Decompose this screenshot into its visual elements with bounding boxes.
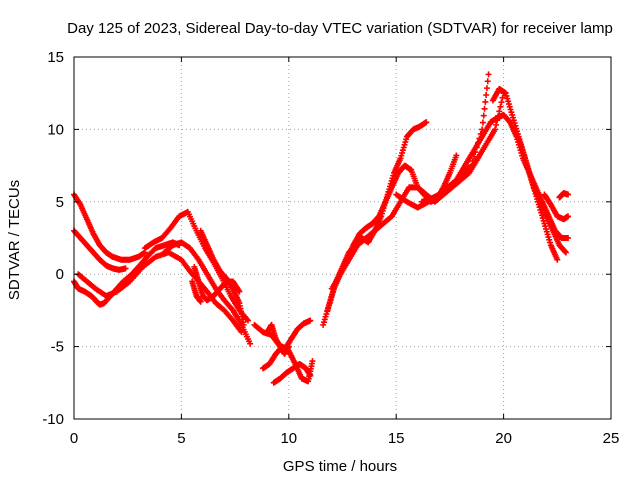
data-series-arc-8: [189, 278, 204, 305]
x-tick-label: 15: [388, 430, 405, 447]
y-axis-label: SDTVAR / TECUs: [6, 180, 23, 300]
data-point: [285, 343, 292, 350]
data-point: [562, 249, 569, 256]
data-point: [423, 119, 430, 126]
data-series-arc-16: [328, 90, 507, 292]
data-point: [244, 317, 251, 324]
data-series-arc-9: [197, 227, 247, 328]
data-series-arc-20: [511, 126, 569, 256]
data-point: [497, 103, 504, 110]
data-point: [498, 99, 505, 106]
y-tick-label: 0: [56, 266, 64, 283]
data-series-arc-13: [270, 360, 314, 386]
data-series-arc-18: [418, 111, 572, 241]
data-point: [562, 248, 569, 255]
data-point: [485, 71, 492, 78]
data-series-arc-6: [161, 239, 254, 347]
data-point: [496, 108, 503, 115]
plot-frame: [73, 56, 612, 420]
data-series-arc-12: [264, 321, 292, 357]
y-tick-label: -5: [51, 339, 64, 356]
tick-layer: 0 5 10 15 20 25 -10 -5 0 5 10 15: [42, 49, 619, 447]
y-tick-label: 10: [47, 121, 64, 138]
data-point: [307, 372, 314, 379]
data-point: [565, 213, 572, 220]
data-point: [565, 191, 572, 198]
data-point: [499, 94, 506, 101]
x-tick-label: 10: [280, 430, 297, 447]
data-point: [469, 158, 476, 165]
x-axis-label: GPS time / hours: [283, 458, 397, 475]
x-tick-label: 25: [603, 430, 620, 447]
data-series-arc-1: [71, 191, 148, 263]
data-point: [453, 152, 460, 159]
data-point: [484, 78, 491, 85]
y-tick-label: 15: [47, 49, 64, 66]
data-point: [565, 235, 572, 241]
grid-layer: [74, 57, 611, 419]
y-tick-label: -10: [42, 411, 64, 428]
data-layer: [71, 71, 572, 386]
data-point: [483, 85, 490, 92]
data-point: [197, 298, 204, 305]
data-point: [480, 112, 487, 119]
data-series-arc-22: [556, 190, 572, 201]
data-point: [493, 121, 500, 128]
y-tick-label: 5: [56, 194, 64, 211]
x-tick-label: 20: [495, 430, 512, 447]
x-tick-label: 5: [177, 430, 185, 447]
data-point: [309, 358, 316, 365]
chart-title: Day 125 of 2023, Sidereal Day-to-day VTE…: [67, 20, 613, 37]
data-point: [554, 256, 561, 263]
data-point: [247, 340, 254, 347]
data-series-arc-2: [71, 227, 129, 273]
data-point: [240, 321, 247, 328]
data-point: [483, 92, 490, 99]
data-point: [122, 265, 129, 272]
x-tick-label: 0: [70, 430, 78, 447]
data-point: [307, 317, 314, 324]
data-series-arc-19: [489, 85, 561, 263]
data-point: [468, 162, 475, 169]
data-point: [492, 126, 499, 133]
data-series-arc-21: [541, 191, 572, 223]
data-point: [482, 98, 489, 105]
data-point: [481, 105, 488, 112]
data-point: [479, 119, 486, 126]
